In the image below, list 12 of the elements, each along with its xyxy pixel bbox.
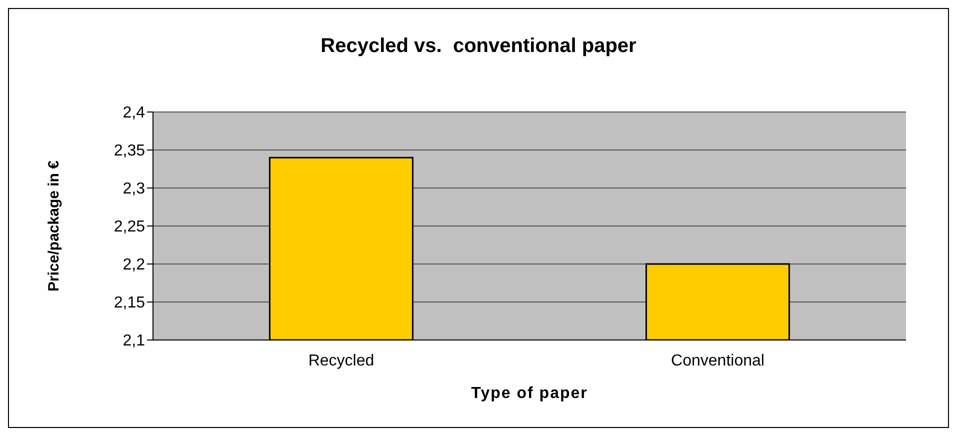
y-tick-label: 2,2 <box>122 256 146 274</box>
y-tick-label: 2,15 <box>114 294 146 312</box>
y-tick-label: 2,35 <box>114 142 146 160</box>
y-tick-label: 2,4 <box>122 104 146 122</box>
y-axis-title: Price/package in € <box>45 160 62 292</box>
y-tick-label: 2,25 <box>114 218 146 236</box>
y-tick-label: 2,3 <box>122 180 146 198</box>
chart-title: Recycled vs. conventional paper <box>320 35 638 58</box>
y-tick-label: 2,1 <box>122 332 146 350</box>
x-axis-title: Type of paper <box>471 385 588 402</box>
x-tick-label: Recycled <box>308 352 374 370</box>
x-tick-label: Conventional <box>671 352 764 370</box>
